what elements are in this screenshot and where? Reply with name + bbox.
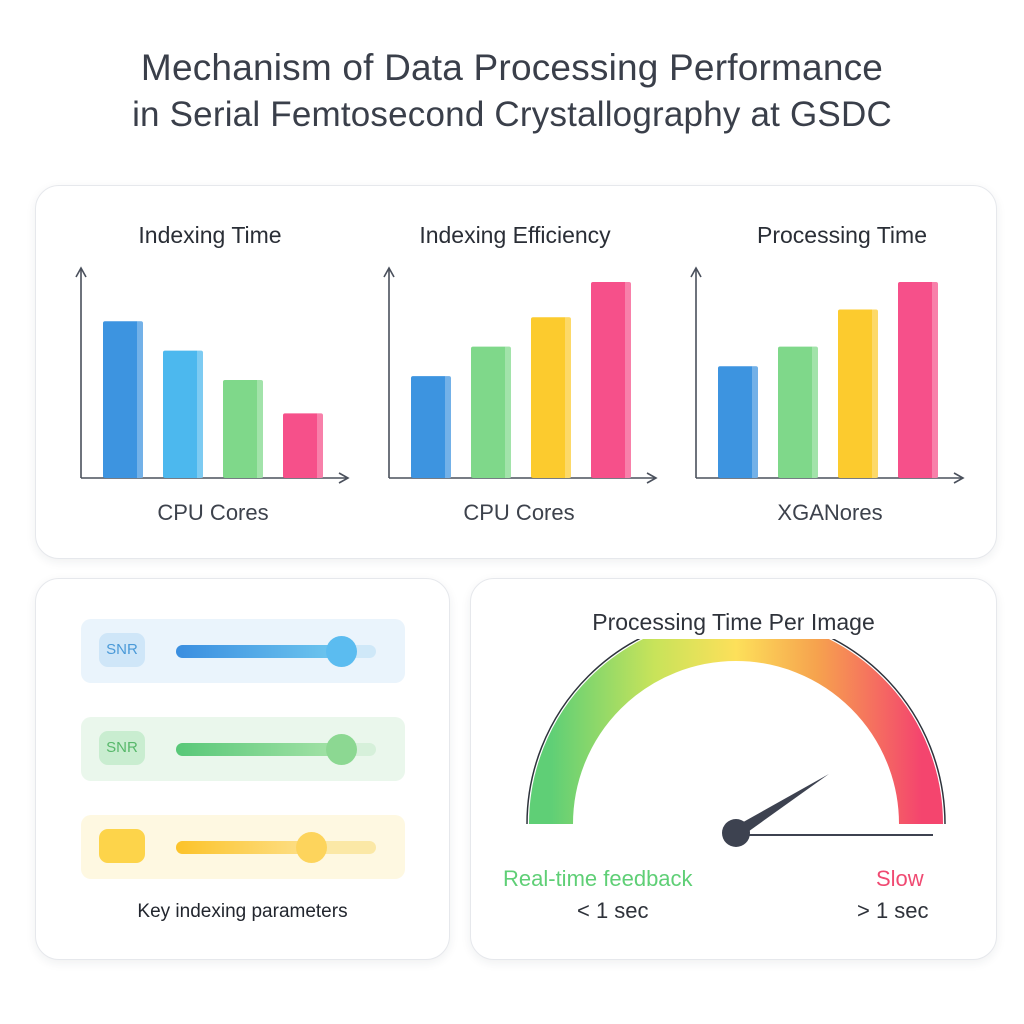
gauge-right-sub: > 1 sec (857, 898, 929, 923)
chart-2-xlabel: CPU Cores (463, 500, 575, 525)
gauge-panel: Processing Time Per Image Real-time feed… (470, 578, 997, 960)
param-row-snr-2: SNR (81, 717, 405, 781)
page-title: Mechanism of Data Processing Performance… (0, 44, 1024, 138)
page-title-line2: in Serial Femtosecond Crystallography at… (132, 95, 892, 134)
bar-1 (411, 376, 451, 478)
chart-2-plot (383, 266, 658, 484)
bar-highlight-3 (872, 309, 878, 478)
params-caption: Key indexing parameters (137, 901, 348, 922)
x-axis-arrow (953, 472, 965, 484)
bar-4 (283, 413, 323, 478)
gauge-left-label: Real-time feedback (503, 866, 693, 891)
chart-1-title: Indexing Time (138, 222, 282, 248)
param-chip-3 (99, 829, 145, 863)
bar-highlight-3 (257, 380, 263, 478)
bar-highlight-2 (812, 346, 818, 478)
gauge-needle (732, 774, 829, 839)
y-axis-arrow (75, 266, 87, 278)
bar-4 (898, 282, 938, 478)
chart-3-xlabel: XGANores (777, 500, 883, 525)
snr-slider-handle[interactable] (326, 636, 357, 667)
bar-1 (103, 321, 143, 478)
bar-2 (471, 346, 511, 478)
snr-slider-fill (176, 645, 342, 658)
snr-slider-track[interactable] (176, 636, 376, 667)
y-axis-arrow (690, 266, 702, 278)
bar-3 (223, 380, 263, 478)
bar-highlight-1 (445, 376, 451, 478)
bar-highlight-1 (137, 321, 143, 478)
snr-slider-track-2[interactable] (176, 734, 376, 765)
snr-slider-handle-2[interactable] (326, 734, 357, 765)
param-row-3 (81, 815, 405, 879)
bar-2 (163, 350, 203, 478)
snr-slider-fill-2 (176, 743, 342, 756)
param-slider-handle-3[interactable] (296, 832, 327, 863)
param-slider-fill-3 (176, 841, 312, 854)
snr-chip: SNR (99, 633, 145, 667)
bar-highlight-4 (625, 282, 631, 478)
gauge-right-label: Slow (876, 866, 924, 891)
bar-highlight-1 (752, 366, 758, 478)
bar-3 (838, 309, 878, 478)
y-axis-arrow (383, 266, 395, 278)
snr-chip-2: SNR (99, 731, 145, 765)
bar-2 (778, 346, 818, 478)
bar-charts-panel: Indexing Time Indexing Efficiency Proces… (35, 185, 997, 559)
bar-highlight-4 (317, 413, 323, 478)
gauge-outer-rim (526, 639, 946, 825)
chart-2-title: Indexing Efficiency (419, 222, 611, 248)
bar-3 (531, 317, 571, 478)
bar-highlight-2 (197, 350, 203, 478)
gauge-hub (722, 819, 750, 847)
chart-3-plot (690, 266, 965, 484)
chart-1-plot (75, 266, 350, 484)
gauge-arc (529, 639, 943, 825)
bar-1 (718, 366, 758, 478)
processing-time-gauge (526, 639, 946, 847)
page-title-line1: Mechanism of Data Processing Performance (140, 47, 884, 88)
x-axis-arrow (338, 472, 350, 484)
bar-highlight-2 (505, 346, 511, 478)
bar-highlight-3 (565, 317, 571, 478)
chart-3-title: Processing Time (756, 222, 927, 248)
bar-highlight-4 (932, 282, 938, 478)
x-axis-arrow (646, 472, 658, 484)
param-row-snr: SNR (81, 619, 405, 683)
param-slider-track-3[interactable] (176, 832, 376, 863)
bar-4 (591, 282, 631, 478)
gauge-left-sub: < 1 sec (577, 898, 649, 923)
chart-1-xlabel: CPU Cores (157, 500, 269, 525)
parameters-panel: SNR SNR Key indexing parameters (35, 578, 450, 960)
gauge-title: Processing Time Per Image (592, 609, 875, 635)
